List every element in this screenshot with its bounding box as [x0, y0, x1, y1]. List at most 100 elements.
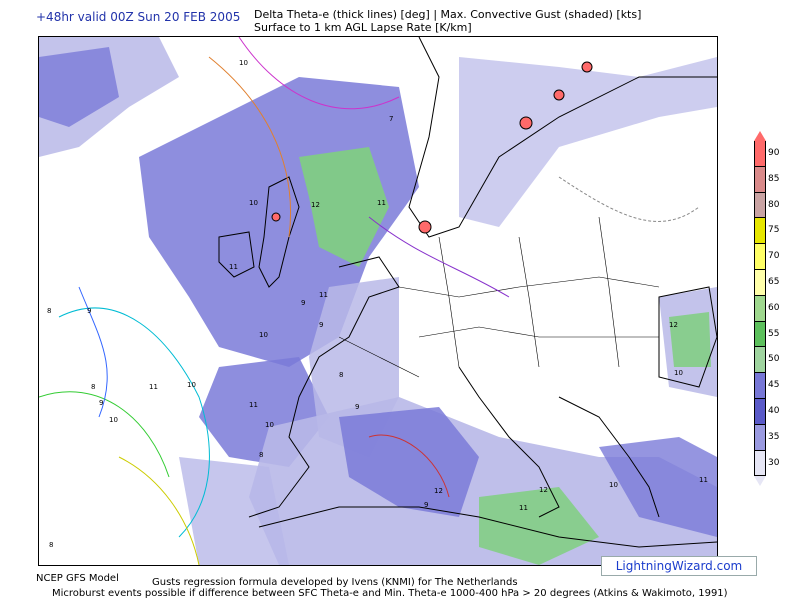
lightningwizard-logo: LightningWizard.com: [601, 556, 757, 576]
contour-label: 10: [109, 416, 118, 424]
contour-label: 8: [91, 383, 95, 391]
contour-red-med: [368, 434, 450, 498]
colorbar-level-label: 65: [768, 276, 780, 287]
contour-label: 8: [47, 307, 51, 315]
colorbar-level-label: 55: [768, 328, 780, 339]
hotspot-5: [271, 212, 281, 222]
colorbar-level-label: 50: [768, 354, 780, 365]
colorbar-segment: [754, 192, 766, 219]
border-6: [338, 336, 420, 378]
hotspot-4: [581, 61, 593, 73]
colorbar-segment: [754, 398, 766, 425]
contour-purple: [368, 216, 510, 298]
colorbar-level-label: 60: [768, 302, 780, 313]
border-2: [418, 326, 659, 338]
colorbar-level-label: 75: [768, 225, 780, 236]
contour-label: 11: [319, 291, 328, 299]
contour-magenta: [238, 37, 400, 110]
colorbar-segment: [754, 373, 766, 399]
contour-label: 11: [229, 263, 238, 271]
contour-green: [39, 391, 170, 478]
contour-label: 10: [249, 199, 258, 207]
contour-label: 12: [434, 487, 443, 495]
colorbar-level-label: 40: [768, 405, 780, 416]
colorbar-bottom-tip: [754, 476, 766, 487]
contour-label: 12: [311, 201, 320, 209]
contour-label: 8: [259, 451, 263, 459]
contour-orange: [208, 56, 291, 238]
contour-label: 10: [609, 481, 618, 489]
coastlines: [218, 37, 717, 548]
coast-ireland: [218, 231, 255, 278]
country-borders: [338, 216, 660, 378]
colorbar-segment: [754, 295, 766, 322]
colorbar-level-label: 80: [768, 199, 780, 210]
hotspot-1: [418, 220, 432, 234]
contour-cyan: [58, 307, 210, 538]
border-3: [438, 236, 460, 368]
colorbar-segment: [754, 321, 766, 348]
map-svg: 10 10 11 12 8 9 7 11 10 8 9 11 10 11 12 …: [39, 37, 717, 565]
contour-labels: 10 10 11 12 8 9 7 11 10 8 9 11 10 11 12 …: [47, 59, 708, 549]
colorbar-segment: [754, 269, 766, 296]
colorbar-level-label: 35: [768, 431, 780, 442]
colorbar-segment: [754, 244, 766, 270]
contour-label: 11: [377, 199, 386, 207]
contour-label: 9: [87, 307, 91, 315]
colorbar-top-tip: [754, 131, 766, 141]
shade-scandinavia: [459, 57, 717, 227]
coast-black-sea: [658, 286, 717, 388]
coast-scandinavia: [408, 37, 717, 238]
gust-shading: [39, 37, 717, 565]
contour-label: 9: [424, 501, 428, 509]
shade-med-east: [599, 437, 717, 537]
contour-label: 11: [519, 504, 528, 512]
coast-africa: [258, 506, 717, 548]
colorbar-segments: [754, 141, 766, 477]
border-5: [598, 216, 620, 368]
contour-label: 11: [699, 476, 708, 484]
gust-hotspots: [271, 61, 593, 234]
contour-blue: [78, 286, 108, 418]
coast-balkans: [558, 396, 660, 518]
hotspot-3: [553, 89, 565, 101]
coast-uk: [258, 176, 300, 288]
map-title-line2: Surface to 1 km AGL Lapse Rate [K/km]: [254, 21, 472, 34]
valid-time-label: +48hr valid 00Z Sun 20 FEB 2005: [36, 10, 241, 24]
shade-med-dark: [339, 407, 479, 517]
contour-label: 12: [539, 486, 548, 494]
colorbar-level-label: 90: [768, 147, 780, 158]
colorbar-segment: [754, 141, 766, 167]
contour-label: 10: [187, 381, 196, 389]
map-title-line1: Delta Theta-e (thick lines) [deg] | Max.…: [254, 8, 642, 21]
contour-label: 10: [239, 59, 248, 67]
colorbar-level-label: 85: [768, 173, 780, 184]
colorbar-level-label: 70: [768, 251, 780, 262]
colorbar-segment: [754, 166, 766, 193]
shade-atlantic-dark: [39, 47, 119, 127]
contour-label: 8: [339, 371, 343, 379]
gust-formula-note: Gusts regression formula developed by Iv…: [152, 577, 518, 588]
colorbar-level-label: 45: [768, 380, 780, 391]
colorbar-segment: [754, 218, 766, 245]
coast-italy: [458, 366, 560, 518]
contour-label: 12: [669, 321, 678, 329]
contour-label: 9: [99, 399, 103, 407]
gust-colorbar: [754, 131, 766, 487]
shade-black-sea-green: [669, 312, 711, 367]
colorbar-level-label: 30: [768, 457, 780, 468]
contour-label: 11: [149, 383, 158, 391]
border-4: [518, 236, 540, 368]
contour-yellow: [118, 456, 200, 565]
coast-europe-west: [248, 256, 400, 518]
hotspot-2: [519, 116, 533, 130]
contour-label: 8: [49, 541, 53, 549]
contour-label: 7: [389, 115, 393, 123]
contours: [39, 37, 700, 565]
model-label: NCEP GFS Model: [36, 573, 119, 584]
contour-label: 9: [319, 321, 323, 329]
contour-label: 9: [301, 299, 305, 307]
contour-label: 10: [265, 421, 274, 429]
contour-label: 10: [674, 369, 683, 377]
shade-north-sea-green: [299, 147, 389, 267]
